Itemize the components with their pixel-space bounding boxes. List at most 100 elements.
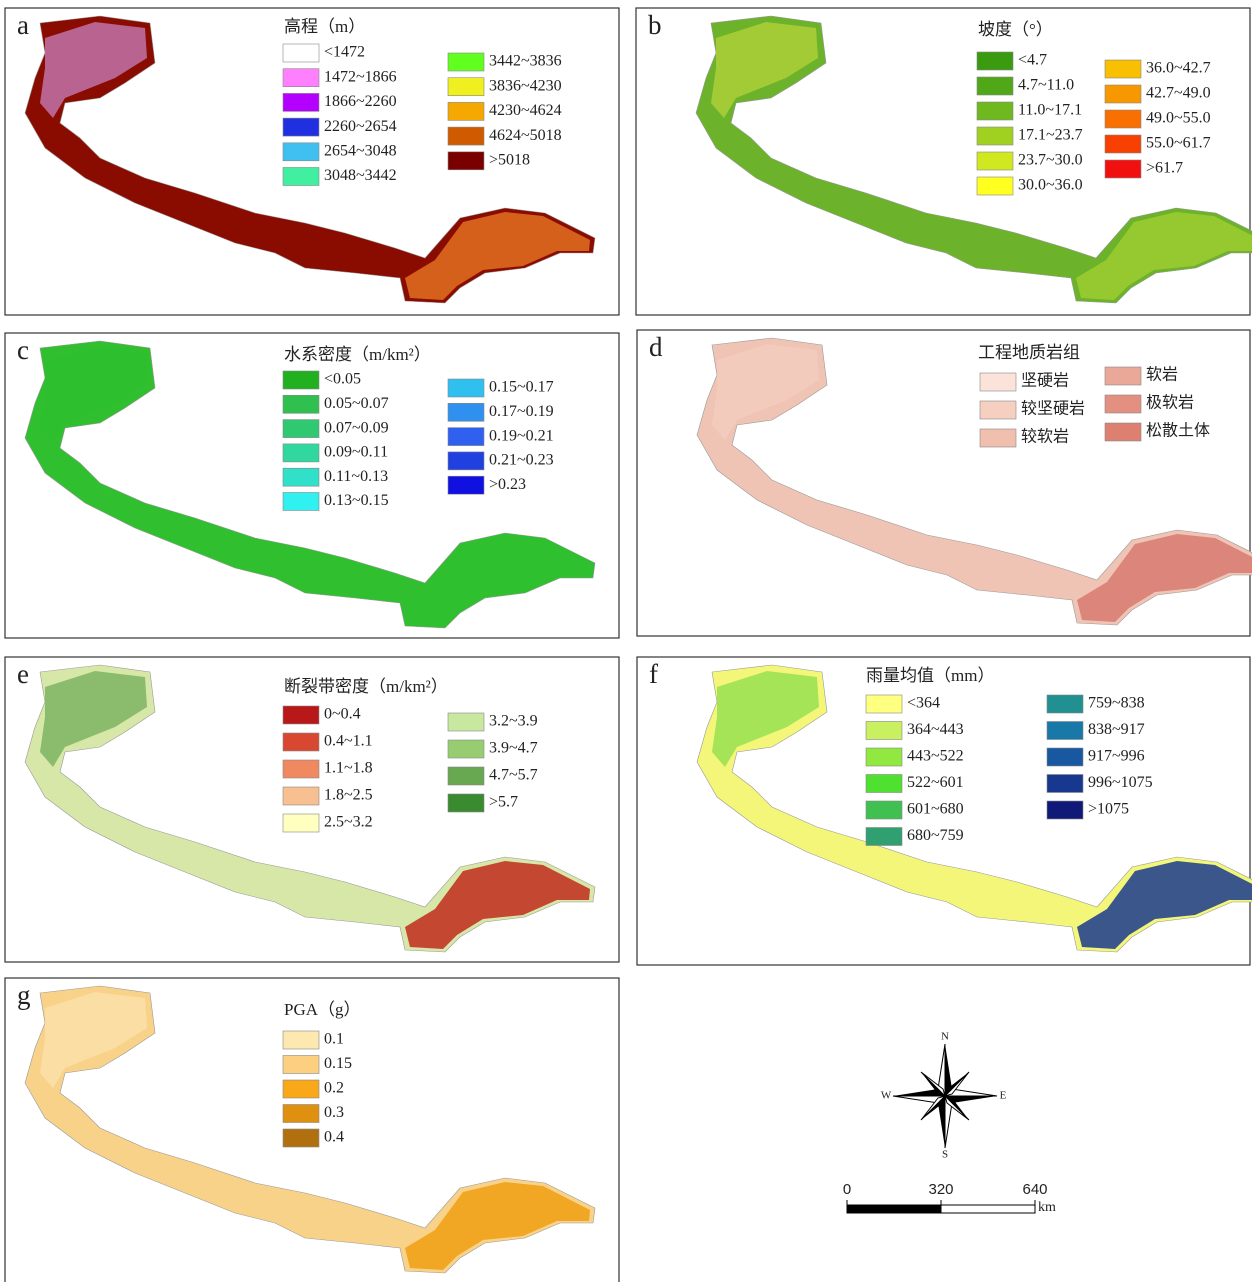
legend-label: 55.0~61.7 [1146, 135, 1211, 152]
legend-label: 996~1075 [1088, 774, 1153, 791]
legend-label: 23.7~30.0 [1018, 152, 1083, 169]
legend-label: 0.07~0.09 [324, 419, 389, 436]
legend-label: 极软岩 [1146, 394, 1194, 412]
legend-label: 0~0.4 [324, 706, 361, 723]
legend-swatch [283, 1056, 319, 1074]
legend-title: 断裂带密度（m/km²） [284, 677, 448, 696]
legend-label: 680~759 [907, 827, 964, 844]
legend-swatch [448, 403, 484, 421]
legend-swatch [283, 93, 319, 111]
legend-title: PGA（g） [284, 1000, 361, 1019]
compass: N S W E [881, 1031, 1007, 1161]
panel-letter: c [17, 335, 29, 365]
legend-label: 2654~3048 [324, 142, 397, 159]
legend-label: 1472~1866 [324, 68, 397, 85]
legend-swatch [977, 152, 1013, 170]
legend-swatch [283, 420, 319, 438]
legend-label: 0.19~0.21 [489, 427, 554, 444]
legend-swatch [283, 1031, 319, 1049]
legend-swatch [866, 828, 902, 846]
legend-label: <4.7 [1018, 52, 1047, 69]
scale-label: 320 [928, 1181, 953, 1198]
legend-label: 917~996 [1088, 748, 1145, 765]
legend-swatch [283, 733, 319, 751]
legend-swatch [866, 775, 902, 793]
legend-label: 42.7~49.0 [1146, 85, 1211, 102]
legend-swatch [283, 395, 319, 413]
legend-label: 17.1~23.7 [1018, 127, 1083, 144]
legend-swatch [1105, 135, 1141, 153]
legend-swatch [980, 373, 1016, 391]
legend-label: 1.8~2.5 [324, 787, 373, 804]
legend-label: 11.0~17.1 [1018, 102, 1082, 119]
legend-title: 坡度（°） [978, 20, 1053, 39]
legend-label: 0.1 [324, 1031, 344, 1048]
scale-unit: km [1038, 1200, 1056, 1215]
legend-swatch [448, 767, 484, 785]
legend-label: 0.21~0.23 [489, 452, 554, 469]
legend-swatch [1105, 110, 1141, 128]
legend-label: <1472 [324, 44, 365, 61]
legend-label: 0.3 [324, 1104, 344, 1121]
legend-label: 2.5~3.2 [324, 814, 373, 831]
legend-label: 3442~3836 [489, 53, 562, 70]
legend-swatch [448, 78, 484, 96]
legend-label: 3.9~4.7 [489, 740, 538, 757]
legend-swatch [977, 52, 1013, 70]
compass-w: W [881, 1090, 892, 1102]
legend-label: 3048~3442 [324, 167, 397, 184]
legend-label: >5018 [489, 151, 530, 168]
legend-swatch [1105, 160, 1141, 178]
legend-label: 0.15~0.17 [489, 379, 554, 396]
legend-swatch [866, 748, 902, 766]
legend-label: 364~443 [907, 721, 964, 738]
legend-label: 0.13~0.15 [324, 492, 389, 509]
panel-letter: d [649, 332, 663, 362]
legend-swatch [1105, 60, 1141, 78]
legend-swatch [448, 713, 484, 731]
legend-swatch [448, 740, 484, 758]
legend-swatch [1105, 85, 1141, 103]
legend-swatch [283, 371, 319, 389]
legend-swatch [977, 102, 1013, 120]
legend-swatch [866, 695, 902, 713]
legend-swatch [977, 127, 1013, 145]
legend-swatch [866, 801, 902, 819]
legend-swatch [283, 143, 319, 161]
panel-letter: b [648, 10, 662, 40]
legend-swatch [283, 69, 319, 87]
legend-label: 0.09~0.11 [324, 444, 388, 461]
legend-label: 3836~4230 [489, 77, 562, 94]
legend-swatch [977, 77, 1013, 95]
legend-swatch [448, 379, 484, 397]
legend-title: 雨量均值（mm） [866, 666, 994, 685]
legend-label: 49.0~55.0 [1146, 110, 1211, 127]
legend-label: >5.7 [489, 794, 518, 811]
legend-swatch [283, 468, 319, 486]
legend-label: 4.7~5.7 [489, 767, 538, 784]
legend-label: 0.17~0.19 [489, 403, 554, 420]
panel-letter: f [649, 659, 658, 689]
legend-swatch [283, 760, 319, 778]
legend-swatch [283, 118, 319, 136]
legend-title: 工程地质岩组 [978, 343, 1080, 362]
legend-swatch [283, 706, 319, 724]
legend-label: 2260~2654 [324, 118, 397, 135]
legend-swatch [1047, 801, 1083, 819]
legend-label: <364 [907, 695, 940, 712]
legend-label: 4.7~11.0 [1018, 77, 1074, 94]
legend-swatch [283, 493, 319, 511]
scale-segment [847, 1205, 941, 1213]
legend-swatch [283, 814, 319, 832]
legend-label: 1.1~1.8 [324, 760, 373, 777]
legend-swatch [283, 1129, 319, 1147]
legend-swatch [1105, 367, 1141, 385]
legend-label: 3.2~3.9 [489, 713, 538, 730]
legend-swatch [448, 152, 484, 170]
legend-swatch [1105, 423, 1141, 441]
legend-swatch [1047, 748, 1083, 766]
legend-swatch [980, 401, 1016, 419]
legend-label: 0.11~0.13 [324, 468, 388, 485]
legend-swatch [283, 787, 319, 805]
legend-label: 0.15 [324, 1055, 352, 1072]
